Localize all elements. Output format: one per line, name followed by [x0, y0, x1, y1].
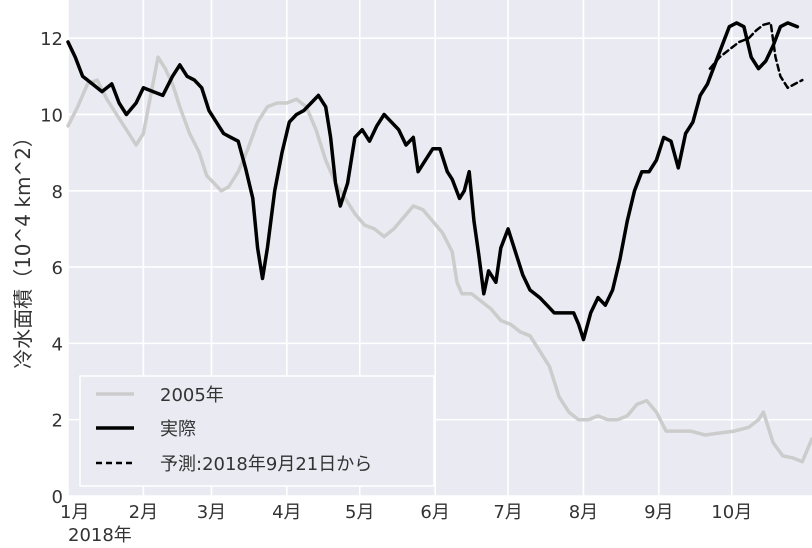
legend: 2005年 実際 予測:2018年9月21日から [79, 375, 435, 487]
y-tick-label: 8 [52, 182, 63, 203]
y-tick-label: 10 [40, 105, 63, 126]
x-tick-label: 2月 [129, 502, 158, 523]
y-tick-label: 2 [52, 411, 63, 432]
x-tick-label: 8月 [569, 502, 598, 523]
x-tick-labels: 1月 2月 3月 4月 5月 6月 7月 8月 9月 10月 [60, 502, 752, 523]
x-tick-label: 3月 [197, 502, 226, 523]
series-line-2 [708, 21, 804, 90]
legend-label-2005: 2005年 [160, 385, 224, 406]
legend-label-forecast: 予測:2018年9月21日から [160, 454, 372, 475]
y-tick-label: 12 [40, 29, 63, 50]
y-axis-label: 冷水面積（10^4 km^2） [11, 127, 35, 369]
x-tick-label: 5月 [345, 502, 374, 523]
series-line-0 [66, 55, 812, 464]
x-tick-label: 1月 [60, 502, 89, 523]
y-tick-label: 0 [52, 487, 63, 508]
x-tick-label: 4月 [272, 502, 301, 523]
year-label: 2018年 [68, 525, 132, 546]
y-tick-label: 6 [52, 258, 63, 279]
x-tick-label: 10月 [711, 502, 752, 523]
series-layer [66, 21, 812, 464]
x-tick-label: 9月 [644, 502, 673, 523]
legend-label-actual: 実際 [160, 419, 196, 440]
x-tick-label: 7月 [493, 502, 522, 523]
y-tick-labels: 0 2 4 6 8 10 12 [40, 29, 63, 508]
legend-box [79, 375, 435, 487]
y-tick-label: 4 [52, 334, 63, 355]
series-line-1 [66, 21, 800, 342]
x-tick-label: 6月 [420, 502, 449, 523]
